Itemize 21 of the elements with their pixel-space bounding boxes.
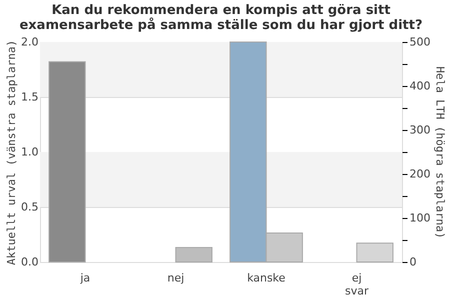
y2-tick-label: 400 — [410, 80, 430, 92]
x-tick-label: ja — [79, 272, 90, 284]
y-axis-title: Aktuellt urval (vänstra staplarna) — [5, 40, 18, 266]
y-tick-label: 1.5 — [21, 90, 38, 104]
y-tick-label: 0.0 — [21, 256, 38, 268]
bar — [175, 246, 212, 262]
y-tick-label: 2.0 — [21, 36, 38, 48]
x-tick-label: ej svar — [344, 272, 369, 298]
y-tick-label: 1.0 — [21, 146, 38, 158]
text: examensarbete på samma ställe som du har gjort ditt? — [19, 18, 423, 33]
y2-axis-title: Hela LTH (högra staplarna) — [433, 66, 446, 239]
y2-tick-label: 0 — [410, 256, 416, 268]
x-tick-label: kanske — [247, 272, 286, 284]
x-tick-label: nej — [167, 272, 184, 284]
y2-tick-label: 100 — [410, 212, 430, 224]
y2-tick-label: 300 — [410, 124, 430, 136]
y-tick-label: 0.5 — [21, 200, 38, 214]
y2-tick-label: 200 — [410, 168, 430, 180]
text: Kan du rekommendera en kompis att göra sitt — [52, 3, 390, 18]
bar — [356, 242, 394, 262]
y2-tick-label: 500 — [410, 36, 430, 48]
